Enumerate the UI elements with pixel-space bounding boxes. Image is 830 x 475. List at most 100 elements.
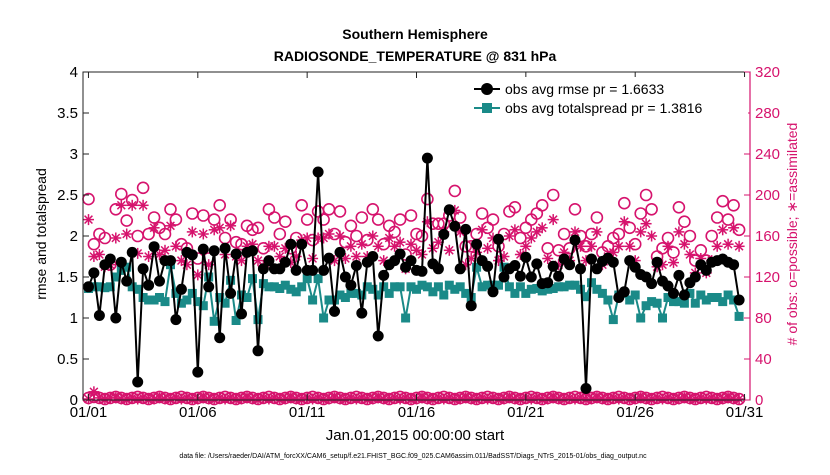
rmse-point [432, 263, 444, 275]
totalspread-point [313, 274, 323, 284]
asterisk-stroke [384, 394, 394, 404]
x-tick-label: 01/16 [398, 404, 436, 421]
obs-assimilated-point [711, 240, 723, 252]
obs-assimilated-point [372, 240, 384, 252]
y-tick-label-left: 3 [70, 146, 78, 163]
totalspread-point [171, 288, 181, 298]
y-axis-label-left: rmse and totalspread [33, 168, 49, 300]
asterisk-stroke [669, 258, 678, 268]
rmse-point [493, 233, 504, 245]
totalspread-point [674, 297, 684, 307]
obs-possible-point [246, 223, 259, 237]
totalspread-point [209, 316, 219, 326]
footer-data-file: data file: /Users/raeder/DAI/ATM_forcXX/… [179, 453, 647, 460]
asterisk-stroke [548, 215, 558, 225]
asterisk-stroke [395, 237, 405, 247]
rmse-point [323, 252, 335, 264]
totalspread-point [450, 284, 460, 294]
totalspread-point [111, 272, 121, 282]
rmse-point [225, 287, 237, 299]
rmse-point [449, 220, 461, 232]
x-tick-label: 01/26 [616, 404, 654, 421]
obs-assimilated-point [345, 240, 357, 252]
totalspread-point [198, 301, 208, 311]
rmse-point [257, 263, 269, 275]
obs-assimilated-point [542, 253, 554, 264]
totalspread-point [406, 282, 416, 292]
rmse-point [372, 330, 384, 342]
totalspread-point [417, 280, 427, 290]
asterisk-stroke [220, 394, 230, 404]
totalspread-point [297, 282, 307, 292]
totalspread-point [658, 313, 667, 323]
totalspread-point [603, 295, 613, 305]
rmse-point [236, 308, 247, 320]
rmse-point [689, 271, 701, 283]
asterisk-stroke [127, 200, 137, 210]
asterisk-stroke [647, 394, 657, 404]
obs-assimilated-point [722, 238, 734, 250]
obs-possible-point [295, 199, 309, 212]
asterisk-stroke [280, 394, 290, 404]
rmse-point [553, 270, 565, 282]
asterisk-stroke [537, 223, 547, 233]
totalspread-point [477, 282, 487, 292]
rmse-point [121, 275, 133, 287]
totalspread-point [641, 301, 651, 311]
totalspread-point [734, 311, 744, 321]
y-tick-label-right: 280 [755, 105, 780, 122]
obs-assimilated-point [225, 220, 237, 232]
rmse-point [143, 279, 155, 291]
rmse-point [307, 264, 319, 276]
rmse-point [514, 270, 526, 282]
rmse-point [498, 271, 510, 283]
totalspread-point [401, 313, 411, 323]
totalspread-point [718, 297, 728, 307]
obs-possible-point [672, 201, 686, 214]
asterisk-stroke [253, 394, 263, 404]
totalspread-point [521, 288, 531, 298]
totalspread-point [269, 282, 279, 292]
obs-possible-point [344, 219, 358, 233]
obs-possible-point [453, 211, 467, 224]
asterisk-stroke [510, 225, 520, 235]
y-tick-label-right: 200 [755, 187, 780, 204]
obs-assimilated-point [624, 240, 636, 252]
asterisk-stroke [734, 241, 744, 251]
plot-data [82, 152, 746, 406]
rmse-point [83, 281, 94, 293]
totalspread-point [291, 287, 301, 297]
totalspread-point [242, 293, 252, 302]
axes: 00.511.522.533.5404080120160200240280320… [57, 64, 780, 421]
x-tick-label: 01/06 [179, 404, 217, 421]
obs-assimilated-point [668, 257, 679, 269]
rmse-point [208, 245, 220, 257]
totalspread-point [105, 282, 115, 292]
totalspread-point [215, 293, 225, 302]
rmse-point [312, 166, 324, 178]
obs-assimilated-point [613, 240, 625, 252]
asterisk-stroke [176, 256, 186, 266]
asterisk-stroke [176, 394, 186, 404]
rmse-point [520, 251, 532, 263]
obs-assimilated-point [717, 224, 729, 236]
totalspread-point [712, 293, 722, 302]
rmse-point [285, 238, 297, 250]
totalspread-point [204, 272, 214, 282]
asterisk-stroke [166, 394, 175, 404]
obs-assimilated-point [197, 228, 209, 240]
totalspread-point [581, 292, 591, 302]
totalspread-point [510, 288, 520, 298]
asterisk-stroke [718, 225, 728, 235]
asterisk-stroke [351, 394, 361, 404]
chart-title: Southern Hemisphere [342, 26, 488, 42]
totalspread-point [231, 316, 241, 325]
rmse-point [137, 263, 149, 275]
asterisk-stroke [166, 221, 175, 231]
asterisk-stroke [340, 394, 350, 404]
obs-possible-point [721, 213, 735, 226]
totalspread-point [395, 282, 405, 292]
obs-possible-point [311, 205, 325, 218]
obs-possible-point [432, 217, 445, 230]
totalspread-point [155, 293, 164, 302]
